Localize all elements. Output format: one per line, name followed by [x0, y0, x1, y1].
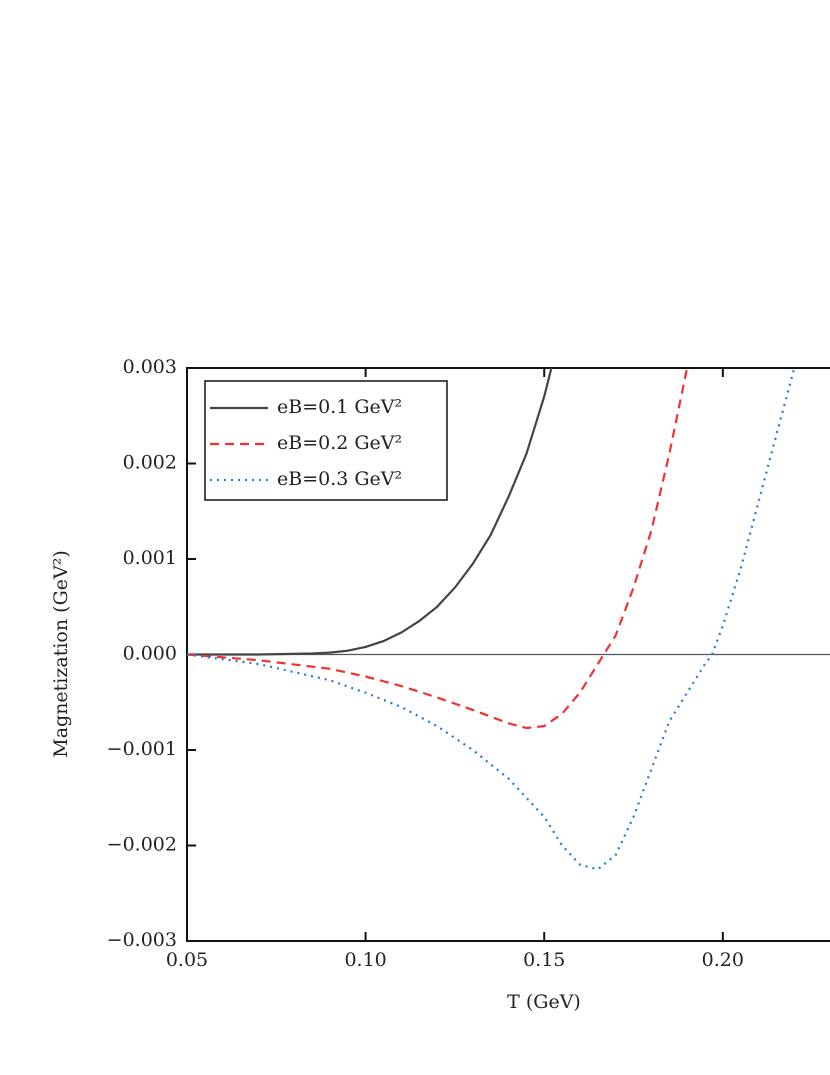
y-tick-label: 0.001: [123, 547, 177, 569]
legend-label: eB=0.3 GeV²: [277, 468, 402, 490]
series-line: [187, 367, 553, 656]
y-tick-label: −0.003: [107, 929, 177, 951]
y-tick-label: 0.000: [123, 643, 177, 665]
y-tick-label: −0.001: [107, 738, 177, 760]
x-tick-label: 0.20: [702, 949, 744, 971]
x-tick-label: 0.10: [344, 949, 386, 971]
y-axis-title: Magnetization (GeV²): [50, 550, 72, 758]
x-tick-label: 0.15: [523, 949, 565, 971]
x-tick-label: 0.05: [166, 949, 208, 971]
series-line: [186, 367, 689, 730]
legend-label: eB=0.1 GeV²: [277, 396, 402, 418]
y-tick-label: 0.003: [123, 356, 177, 378]
legend-label: eB=0.2 GeV²: [277, 432, 402, 454]
y-tick-label: 0.002: [123, 452, 177, 474]
x-axis-title: T (GeV): [507, 991, 581, 1013]
y-tick-label: −0.002: [107, 834, 177, 856]
